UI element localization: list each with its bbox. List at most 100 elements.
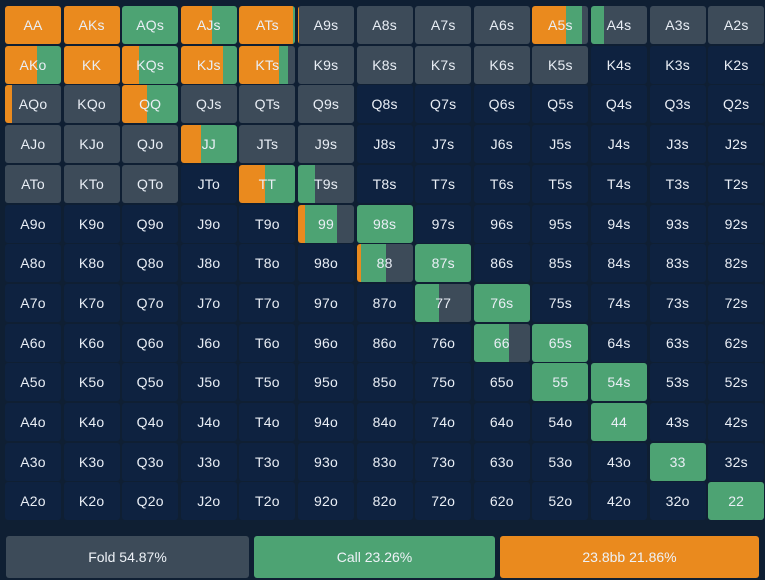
hand-cell[interactable]: 83o [356,442,413,481]
hand-cell[interactable]: JTs [239,125,296,164]
raise-action-button[interactable]: 23.8bb 21.86% [500,536,759,578]
hand-cell[interactable]: 86s [473,244,530,283]
hand-cell[interactable]: ATs [239,6,296,44]
hand-cell[interactable]: J7o [180,283,237,322]
hand-cell[interactable]: QJs [180,85,237,124]
hand-cell[interactable]: K6o [63,323,120,362]
hand-cell[interactable]: A7s [415,6,472,44]
hand-cell[interactable]: Q4s [591,85,647,124]
hand-cell[interactable]: 86o [356,323,413,362]
hand-cell[interactable]: T3o [239,442,296,481]
hand-cell[interactable]: T8o [239,244,296,283]
hand-cell[interactable]: A5o [5,363,61,402]
hand-cell[interactable]: KTs [239,45,296,84]
hand-cell[interactable]: 99 [298,204,354,243]
hand-cell[interactable]: J4o [180,403,237,441]
hand-cell[interactable]: A6o [5,323,61,362]
hand-cell[interactable]: 66 [473,323,530,362]
hand-cell[interactable]: 43o [591,442,647,481]
hand-cell[interactable]: 63o [473,442,530,481]
hand-cell[interactable]: 63s [649,323,706,362]
hand-cell[interactable]: A6s [473,6,530,44]
hand-cell[interactable]: JJ [180,125,237,164]
hand-cell[interactable]: 92s [708,204,765,243]
hand-cell[interactable]: J6o [180,323,237,362]
hand-cell[interactable]: J8s [356,125,413,164]
hand-cell[interactable]: J8o [180,244,237,283]
hand-cell[interactable]: AJs [180,6,237,44]
hand-cell[interactable]: 82o [356,482,413,521]
hand-cell[interactable]: T3s [649,164,706,203]
hand-cell[interactable]: A9o [5,204,61,243]
hand-cell[interactable]: 42o [591,482,647,521]
hand-cell[interactable]: 97o [298,283,354,322]
hand-cell[interactable]: KJs [180,45,237,84]
hand-cell[interactable]: 62s [708,323,765,362]
hand-cell[interactable]: JTo [180,164,237,203]
hand-cell[interactable]: A8s [356,6,413,44]
hand-cell[interactable]: J9o [180,204,237,243]
hand-cell[interactable]: T8s [356,164,413,203]
hand-cell[interactable]: 87o [356,283,413,322]
hand-cell[interactable]: J7s [415,125,472,164]
hand-cell[interactable]: A2s [708,6,765,44]
hand-cell[interactable]: T2s [708,164,765,203]
hand-cell[interactable]: 73o [415,442,472,481]
hand-cell[interactable]: 64s [591,323,647,362]
hand-cell[interactable]: AQo [5,85,61,124]
hand-cell[interactable]: 65s [532,323,589,362]
hand-cell[interactable]: 92o [298,482,354,521]
hand-cell[interactable]: A4o [5,403,61,441]
hand-cell[interactable]: 54o [532,403,589,441]
hand-cell[interactable]: K5o [63,363,120,402]
hand-cell[interactable]: T7s [415,164,472,203]
hand-cell[interactable]: 95o [298,363,354,402]
hand-cell[interactable]: 98s [356,204,413,243]
hand-cell[interactable]: Q5s [532,85,589,124]
hand-cell[interactable]: K7s [415,45,472,84]
hand-cell[interactable]: 98o [298,244,354,283]
hand-cell[interactable]: K4o [63,403,120,441]
hand-cell[interactable]: 94o [298,403,354,441]
hand-cell[interactable]: J5s [532,125,589,164]
hand-cell[interactable]: Q2s [708,85,765,124]
hand-cell[interactable]: 52o [532,482,589,521]
hand-cell[interactable]: A3s [649,6,706,44]
hand-cell[interactable]: QTo [122,164,179,203]
hand-cell[interactable]: 74o [415,403,472,441]
hand-cell[interactable]: J2o [180,482,237,521]
hand-cell[interactable]: 93o [298,442,354,481]
hand-cell[interactable]: K8s [356,45,413,84]
hand-cell[interactable]: 43s [649,403,706,441]
hand-cell[interactable]: 65o [473,363,530,402]
hand-cell[interactable]: Q3s [649,85,706,124]
hand-cell[interactable]: Q8s [356,85,413,124]
hand-cell[interactable]: T2o [239,482,296,521]
hand-cell[interactable]: K2o [63,482,120,521]
hand-cell[interactable]: Q5o [122,363,179,402]
hand-cell[interactable]: 54s [591,363,647,402]
hand-cell[interactable]: 84o [356,403,413,441]
hand-cell[interactable]: 33 [649,442,706,481]
hand-cell[interactable]: QTs [239,85,296,124]
hand-cell[interactable]: KK [63,45,120,84]
hand-cell[interactable]: A9s [298,6,354,44]
hand-cell[interactable]: K9s [298,45,354,84]
hand-cell[interactable]: T9o [239,204,296,243]
hand-cell[interactable]: J5o [180,363,237,402]
hand-cell[interactable]: 74s [591,283,647,322]
hand-cell[interactable]: AA [5,6,61,44]
hand-cell[interactable]: 84s [591,244,647,283]
hand-cell[interactable]: KQs [122,45,179,84]
hand-cell[interactable]: 96s [473,204,530,243]
hand-cell[interactable]: 76o [415,323,472,362]
hand-cell[interactable]: 76s [473,283,530,322]
hand-cell[interactable]: 95s [532,204,589,243]
hand-cell[interactable]: Q9s [298,85,354,124]
hand-cell[interactable]: 64o [473,403,530,441]
hand-cell[interactable]: 85s [532,244,589,283]
hand-cell[interactable]: QQ [122,85,179,124]
hand-cell[interactable]: K6s [473,45,530,84]
hand-cell[interactable]: 75o [415,363,472,402]
call-action-button[interactable]: Call 23.26% [254,536,495,578]
